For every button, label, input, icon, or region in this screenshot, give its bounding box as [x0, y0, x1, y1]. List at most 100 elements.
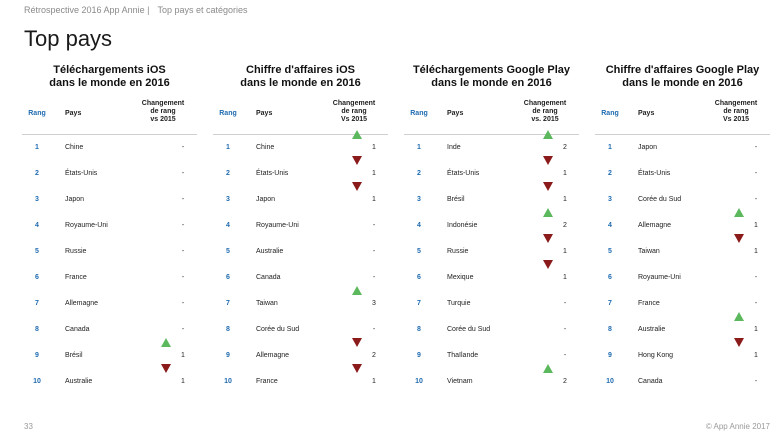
change-cell: 1	[372, 144, 376, 151]
country-cell: Hong Kong	[638, 352, 674, 359]
table-row: 7 France -	[595, 291, 770, 317]
change-cell: 1	[754, 222, 758, 229]
header-change: Changement de rang Vs 2015	[324, 100, 384, 124]
rank-cell: 3	[226, 196, 230, 203]
table-row: 10 Australie 1	[22, 364, 197, 395]
change-cell: 1	[181, 352, 185, 359]
change-cell: 2	[372, 352, 376, 359]
arrow-down-icon	[543, 234, 553, 243]
change-cell: -	[181, 274, 185, 281]
ranking-panel: Téléchargements Google Play dans le monde…	[404, 64, 579, 395]
country-cell: Russie	[447, 248, 469, 255]
change-cell: 1	[563, 274, 567, 281]
header-rang: Rang	[410, 110, 428, 117]
table-row: 7 Turquie -	[404, 291, 579, 317]
rank-cell: 8	[417, 326, 421, 333]
change-cell: 1	[372, 378, 376, 385]
rank-cell: 1	[226, 144, 230, 151]
table-row: 2 États-Unis -	[22, 161, 197, 187]
country-cell: États-Unis	[256, 170, 289, 177]
change-cell: -	[181, 222, 185, 229]
rank-cell: 1	[417, 144, 421, 151]
table-row: 9 Brésil 1	[22, 338, 197, 369]
page-number: 33	[24, 422, 33, 431]
country-cell: Canada	[638, 378, 663, 385]
country-cell: Vietnam	[447, 378, 473, 385]
change-cell: 1	[754, 352, 758, 359]
table-row: 8 Canada -	[22, 317, 197, 343]
change-cell: 1	[754, 248, 758, 255]
arrow-down-icon	[734, 234, 744, 243]
change-cell: -	[754, 300, 758, 307]
header-change-line: de rang	[723, 108, 749, 115]
country-cell: Taiwan	[638, 248, 660, 255]
table-row: 1 Japon -	[595, 135, 770, 161]
header-pays: Pays	[65, 110, 82, 117]
change-cell: 1	[563, 248, 567, 255]
panel-title-line1: Chiffre d'affaires Google Play	[605, 64, 760, 76]
arrow-up-icon	[543, 364, 553, 373]
table-header: Rang Pays Changement de rang vs 2015	[22, 100, 197, 135]
country-cell: Chine	[65, 144, 84, 151]
panel-title: Téléchargements Google Play dans le monde…	[404, 64, 579, 92]
country-cell: Brésil	[65, 352, 83, 359]
ranking-panel: Chiffre d'affaires iOS dans le monde en 2…	[213, 64, 388, 395]
change-cell: -	[181, 170, 185, 177]
rank-cell: 4	[608, 222, 612, 229]
table-row: 9 Allemagne 2	[213, 338, 388, 369]
change-cell: -	[372, 326, 376, 333]
change-cell: 2	[563, 144, 567, 151]
country-cell: Royaume-Uni	[65, 222, 108, 229]
country-cell: France	[638, 300, 660, 307]
panel-title-line2: dans le monde en 2016	[240, 77, 361, 89]
change-cell: -	[754, 170, 758, 177]
country-cell: Allemagne	[638, 222, 672, 229]
arrow-up-icon	[543, 208, 553, 217]
table-row: 7 Allemagne -	[22, 291, 197, 317]
table-row: 1 Chine 1	[213, 130, 388, 161]
rank-cell: 4	[35, 222, 39, 229]
country-cell: Canada	[256, 274, 281, 281]
rank-cell: 8	[35, 326, 39, 333]
header-change-line: Vs 2015	[340, 116, 368, 123]
arrow-down-icon	[734, 338, 744, 347]
table-row: 5 Russie -	[22, 239, 197, 265]
arrow-up-icon	[352, 130, 362, 139]
table-header: Rang Pays Changement de rang vs. 2015	[404, 100, 579, 135]
change-cell: 1	[372, 196, 376, 203]
country-cell: Japon	[638, 144, 658, 151]
header-rang: Rang	[601, 110, 619, 117]
table-row: 5 Taiwan 1	[595, 234, 770, 265]
header-rang: Rang	[28, 110, 46, 117]
arrow-up-icon	[352, 286, 362, 295]
change-cell: -	[181, 196, 185, 203]
arrow-down-icon	[161, 364, 171, 373]
country-cell: États-Unis	[447, 170, 480, 177]
arrow-up-icon	[543, 130, 553, 139]
panel-title: Chiffre d'affaires iOS dans le monde en 2…	[213, 64, 388, 92]
page-title: Top pays	[24, 26, 113, 51]
rank-cell: 9	[226, 352, 230, 359]
table-body: 1 Chine -2 États-Unis -3 Japon -4 Royaume-Uni -5…	[22, 135, 197, 395]
change-cell: 1	[563, 196, 567, 203]
table-row: 2 États-Unis 1	[213, 156, 388, 187]
table-row: 4 Royaume-Uni -	[22, 213, 197, 239]
header-pays: Pays	[256, 110, 273, 117]
table-row: 3 Japon -	[22, 187, 197, 213]
header-change: Changement de rang Vs 2015	[706, 100, 766, 124]
header-change: Changement de rang vs. 2015	[515, 100, 575, 124]
rank-cell: 10	[33, 378, 41, 385]
table-row: 3 Brésil 1	[404, 182, 579, 213]
arrow-down-icon	[352, 156, 362, 165]
country-cell: Corée du Sud	[447, 326, 491, 333]
rank-cell: 6	[608, 274, 612, 281]
rank-cell: 3	[35, 196, 39, 203]
country-cell: Allemagne	[65, 300, 99, 307]
panel-title-line1: Chiffre d'affaires iOS	[246, 64, 355, 76]
table-row: 6 France -	[22, 265, 197, 291]
country-cell: Chine	[256, 144, 275, 151]
change-cell: -	[181, 248, 185, 255]
header-pays: Pays	[447, 110, 464, 117]
country-cell: Japon	[65, 196, 85, 203]
table-body: 1 Japon - 2 États-Unis - 3 Corée du Sud - 4 Allema…	[595, 135, 770, 395]
